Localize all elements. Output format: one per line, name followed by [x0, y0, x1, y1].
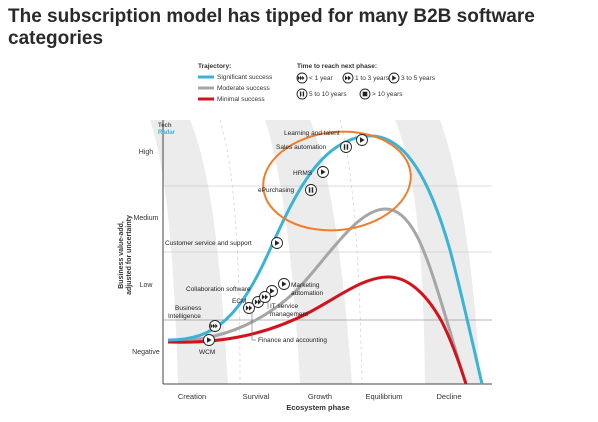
- highlight-ellipse: [262, 130, 412, 232]
- fast-forward-icon: [243, 302, 255, 314]
- marker-label-marketing-line2: automation: [291, 290, 324, 297]
- fast-forward-three-icon: [296, 72, 308, 84]
- y-level-low: Low: [140, 282, 154, 289]
- marker-label-business-line2: Intelligence: [168, 313, 201, 320]
- play-icon: [388, 72, 400, 84]
- marker-label-it-service: IT service: [270, 303, 298, 310]
- marker-label-sales-automation: Sales automation: [276, 144, 327, 151]
- slide-title-line1: The subscription model has tipped for ma…: [8, 6, 535, 27]
- legend-time-label: < 1 year: [309, 75, 334, 82]
- play-icon: [266, 285, 278, 297]
- x-phase-equilibrium: Equilibrium: [365, 392, 402, 401]
- legend: Trajectory: Significant success Moderate…: [198, 63, 436, 103]
- y-level-negative: Negative: [132, 349, 160, 356]
- pause-icon: [340, 141, 352, 153]
- y-axis-title-line2: adjusted for uncertainty: [126, 215, 133, 295]
- marker-label-wcm: WCM: [199, 349, 215, 356]
- marker-label-finance: Finance and accounting: [258, 337, 327, 344]
- legend-time-title: Time to reach next phase:: [297, 63, 377, 70]
- x-phase-creation: Creation: [178, 392, 206, 401]
- play-icon: [271, 237, 283, 249]
- legend-time-label: 5 to 10 years: [309, 91, 347, 98]
- legend-trajectory-title: Trajectory:: [198, 63, 231, 70]
- marker-label-customer-service: Customer service and support: [165, 240, 252, 247]
- marker-label-hrms: HRMS: [293, 170, 313, 177]
- category-markers: Learning and talent Sales automation HRM…: [165, 130, 368, 356]
- y-axis-title-line1: Business value-add,: [118, 221, 125, 289]
- play-icon: [356, 134, 368, 146]
- play-icon: [278, 278, 290, 290]
- fast-forward-icon: [342, 72, 354, 84]
- y-level-high: High: [139, 149, 154, 156]
- brand-tech: Tech: [158, 123, 172, 129]
- legend-time-label: 1 to 3 years: [355, 75, 390, 82]
- legend-label-moderate: Moderate success: [217, 85, 270, 92]
- x-phase-survival: Survival: [243, 392, 270, 401]
- y-axis-title: Business value-add, adjusted for uncerta…: [118, 215, 133, 295]
- x-phase-growth: Growth: [308, 392, 332, 401]
- slide-title: The subscription model has tipped for ma…: [8, 6, 594, 50]
- legend-label-minimal: Minimal success: [217, 96, 265, 103]
- trajectory-curves: [167, 134, 484, 385]
- brand-radar: Radar: [158, 130, 176, 136]
- legend-time-label: 3 to 5 years: [401, 75, 436, 82]
- fast-forward-three-icon: [209, 320, 221, 332]
- pause-icon: [305, 184, 317, 196]
- grid: [162, 120, 492, 385]
- stop-icon: [359, 88, 371, 100]
- x-axis-title: Ecosystem phase: [286, 403, 349, 412]
- marker-label-collaboration-software: Collaboration software: [186, 286, 251, 293]
- marker-label-marketing: Marketing: [291, 282, 320, 289]
- play-icon: [317, 166, 329, 178]
- marker-label-learning-and-talent: Learning and talent: [284, 130, 340, 137]
- play-icon: [203, 334, 215, 346]
- pause-icon: [296, 88, 308, 100]
- slide-title-line2: categories: [8, 28, 104, 49]
- x-phase-decline: Decline: [436, 392, 461, 401]
- marker-label-it-service-line2: management: [270, 311, 308, 318]
- legend-time-label: > 10 years: [372, 91, 403, 98]
- curve-significant-success: [167, 134, 484, 385]
- marker-label-business: Business: [175, 305, 202, 312]
- legend-label-significant: Significant success: [217, 74, 273, 81]
- marker-label-epurchasing: ePurchasing: [258, 187, 295, 194]
- y-level-medium: Medium: [134, 215, 159, 222]
- marker-label-ecm: ECM: [232, 298, 246, 305]
- band-divider: [219, 119, 241, 385]
- fast-forward-icon: [259, 291, 271, 303]
- curve-minimal-success: [167, 275, 468, 385]
- curve-moderate-success: [167, 207, 468, 385]
